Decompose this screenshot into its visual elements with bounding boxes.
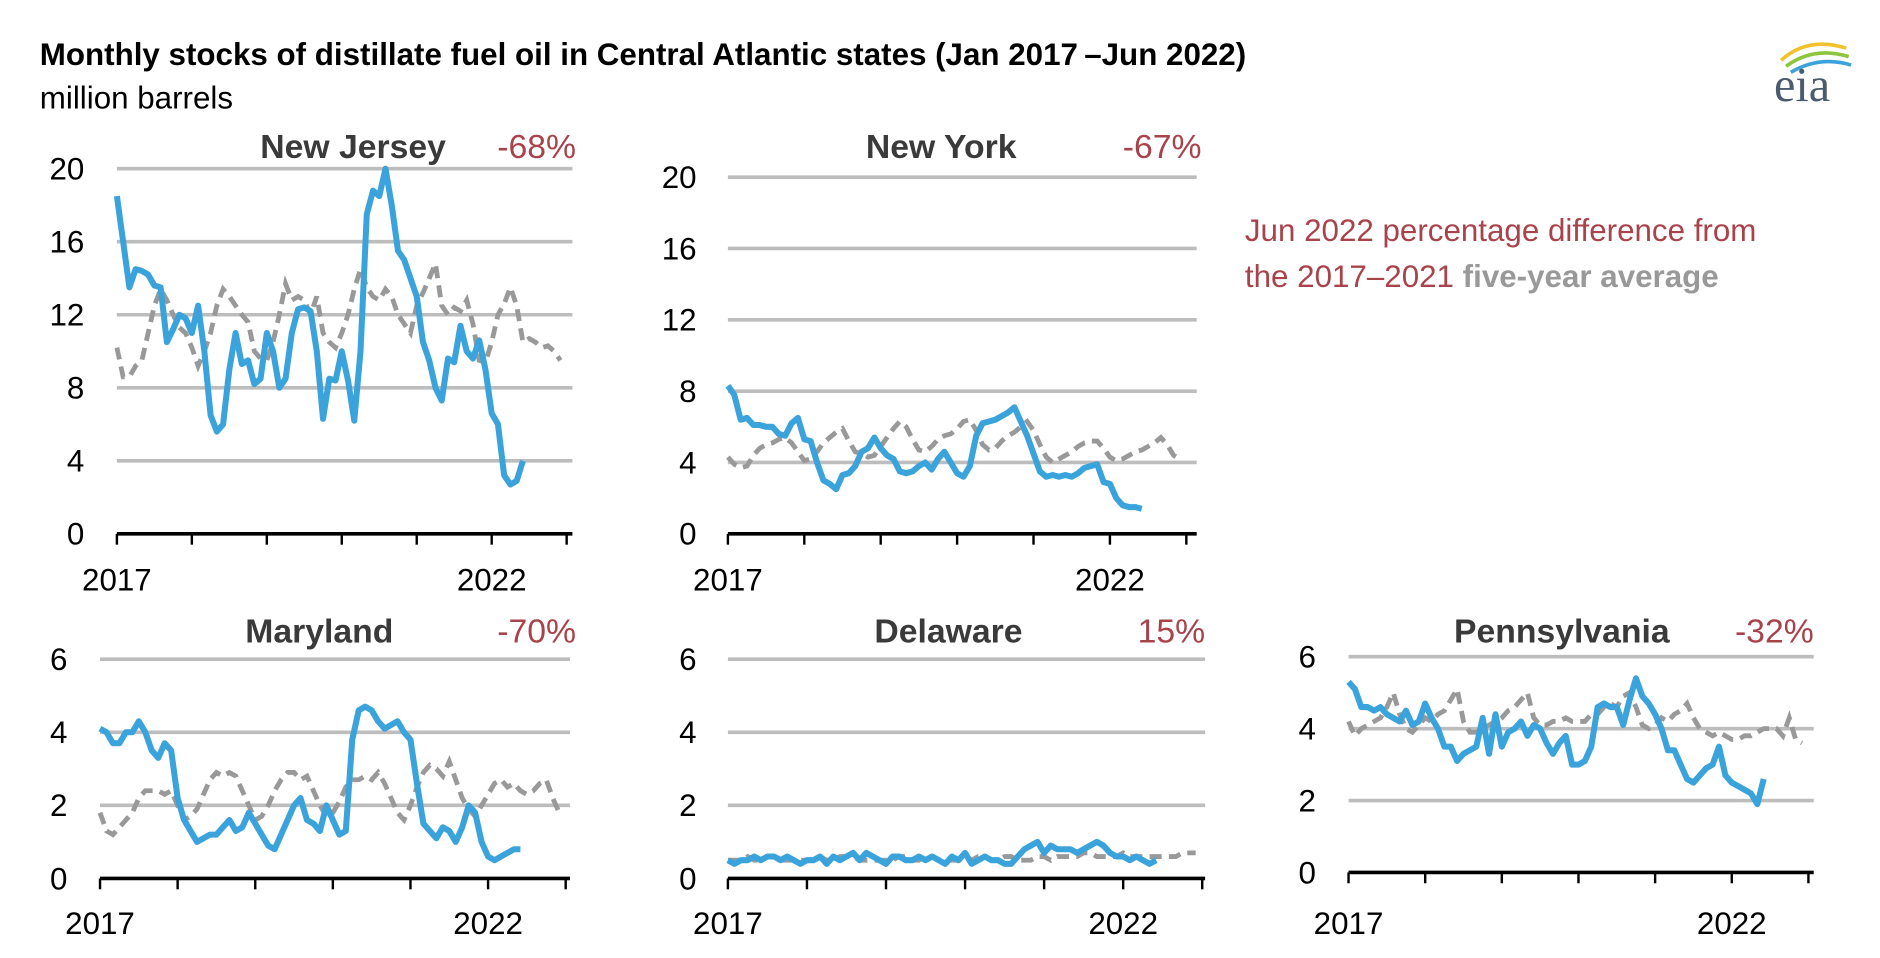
actual-stocks-line <box>726 838 1158 867</box>
x-tick-label: 2017 <box>82 562 152 597</box>
percent-difference-label: -70% <box>497 612 576 650</box>
x-tick-label: 2022 <box>457 562 527 597</box>
y-tick-label: 2 <box>679 788 696 823</box>
actual-stocks-line <box>98 703 521 864</box>
y-tick-label: 0 <box>679 861 696 896</box>
percent-difference-label: 15% <box>1138 612 1206 650</box>
five-year-average-line <box>97 754 562 838</box>
y-tick-label: 4 <box>679 715 696 750</box>
panel-pennsylvania: 0 2 4 6 2017 2022 Pennsylvania -32% <box>1299 612 1814 941</box>
actual-stocks-line <box>725 384 1143 512</box>
logo-text: eia <box>1774 59 1830 112</box>
panel-new-york: 0 4 8 12 16 20 2017 2022 New York -67% <box>662 128 1202 598</box>
chart-title: Monthly stocks of distillate fuel oil in… <box>40 37 1246 72</box>
y-tick-label: 4 <box>679 445 696 480</box>
x-tick-label: 2017 <box>65 906 135 941</box>
y-tick-label: 0 <box>50 861 67 896</box>
annotation-line2-red: the 2017–2021 <box>1245 259 1463 294</box>
x-tick-label: 2017 <box>1314 906 1384 941</box>
percent-difference-label: -32% <box>1735 612 1814 650</box>
y-tick-label: 8 <box>679 374 696 409</box>
panel-title: Pennsylvania <box>1454 612 1670 650</box>
panel-title: Maryland <box>245 612 393 650</box>
x-tick-label: 2022 <box>1697 906 1767 941</box>
annotation-line1: Jun 2022 percentage difference from <box>1245 213 1756 248</box>
panel-title: Delaware <box>874 612 1022 650</box>
y-tick-label: 20 <box>662 160 697 195</box>
chart-subtitle: million barrels <box>40 80 233 115</box>
y-tick-label: 6 <box>50 642 67 677</box>
y-tick-label: 6 <box>1299 640 1316 675</box>
five-year-average-line <box>726 416 1182 471</box>
panel-maryland: 0 2 4 6 2017 2022 Maryland -70% <box>50 612 576 941</box>
percent-difference-label: -67% <box>1123 128 1202 166</box>
y-tick-label: 2 <box>50 788 67 823</box>
x-tick-label: 2017 <box>693 562 763 597</box>
y-tick-label: 16 <box>662 231 697 266</box>
y-tick-label: 12 <box>49 298 84 333</box>
y-tick-label: 16 <box>49 225 84 260</box>
x-tick-label: 2017 <box>693 906 763 941</box>
y-tick-label: 0 <box>67 517 84 552</box>
panel-delaware: 0 2 4 6 2017 2022 Delaware 15% <box>679 612 1205 941</box>
panel-new-jersey: 0 4 8 12 16 20 2017 2022 New Jersey -68% <box>49 128 576 598</box>
y-tick-label: 4 <box>1299 711 1316 746</box>
x-tick-label: 2022 <box>1075 562 1145 597</box>
panel-title: New York <box>866 128 1017 166</box>
x-tick-label: 2022 <box>453 906 523 941</box>
x-tick-label: 2022 <box>1088 906 1158 941</box>
eia-logo: eia <box>1774 42 1852 112</box>
five-year-average-line <box>1346 682 1804 746</box>
y-tick-label: 6 <box>679 642 696 677</box>
y-tick-label: 4 <box>67 444 84 479</box>
actual-stocks-line <box>1346 675 1767 808</box>
percent-difference-label: -68% <box>497 128 576 166</box>
y-tick-label: 0 <box>1299 855 1316 890</box>
y-tick-label: 8 <box>67 371 84 406</box>
five-year-average-line <box>114 254 563 380</box>
actual-stocks-line <box>113 165 526 488</box>
y-tick-label: 0 <box>679 517 696 552</box>
panel-title: New Jersey <box>260 128 446 166</box>
annotation-line2-gray: five-year average <box>1463 259 1719 294</box>
y-tick-label: 4 <box>50 715 67 750</box>
y-tick-label: 12 <box>662 303 697 338</box>
y-tick-label: 20 <box>49 152 84 187</box>
annotation-line2: the 2017–2021 five-year average <box>1245 259 1719 294</box>
y-tick-label: 2 <box>1299 783 1316 818</box>
